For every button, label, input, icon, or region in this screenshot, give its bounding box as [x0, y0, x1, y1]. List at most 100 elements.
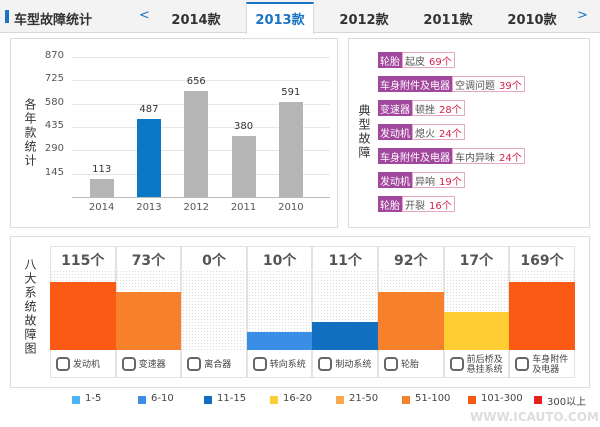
system-label: 制动系统 — [335, 360, 372, 370]
bar — [50, 282, 116, 350]
bar — [231, 135, 256, 197]
system-panel — [10, 236, 590, 388]
legend-label: 6-10 — [151, 393, 174, 404]
x-tick-label: 2014 — [88, 202, 115, 213]
legend-swatch — [534, 396, 542, 404]
fault-count: 19个 — [437, 172, 465, 188]
title-marker — [5, 10, 9, 23]
value-label: 591 — [281, 86, 301, 98]
system-icon — [187, 357, 202, 371]
active-tab-bg — [246, 2, 314, 34]
value-label: 10个 — [262, 253, 297, 269]
y-tick-label: 290 — [44, 143, 64, 155]
fault-count: 69个 — [427, 52, 455, 68]
fault-system: 变速器 — [378, 100, 412, 116]
value-label: 115个 — [61, 253, 105, 269]
fault-count: 39个 — [497, 76, 525, 92]
cell-border — [246, 246, 313, 378]
cell-border — [312, 246, 378, 378]
bar — [278, 101, 303, 197]
fault-part: 顿挫 — [412, 100, 437, 116]
tab[interactable]: 2010款 — [507, 13, 557, 28]
grid-line — [72, 80, 330, 82]
bar — [136, 118, 161, 197]
system-icon — [449, 357, 464, 371]
fault-part: 异响 — [412, 172, 437, 188]
legend-swatch — [336, 396, 344, 404]
year-panel — [10, 38, 338, 228]
legend-label: 51-100 — [415, 393, 451, 404]
legend-label: 300以上 — [547, 397, 587, 408]
watermark: WWW.ICAUTO.COM.CN — [470, 410, 600, 424]
value-label: 0个 — [202, 253, 226, 269]
prev-button[interactable]: < — [139, 8, 150, 23]
fault-system: 车身附件及电器 — [378, 148, 452, 164]
fault-part: 开裂 — [402, 196, 427, 212]
fault-count: 24个 — [497, 148, 525, 164]
bar — [509, 282, 575, 350]
legend-label: 1-5 — [85, 393, 102, 404]
cell-border — [181, 246, 247, 378]
bar — [246, 332, 313, 350]
bar — [89, 178, 114, 197]
fault-row: 车身附件及电器 车内异味 24个 — [378, 148, 525, 164]
tab[interactable]: 2012款 — [339, 13, 389, 28]
x-tick-label: 2011 — [230, 202, 257, 213]
next-button[interactable]: > — [577, 8, 588, 23]
system-label: 变速器 — [138, 360, 166, 370]
bar — [443, 312, 510, 350]
value-label: 487 — [139, 103, 159, 115]
system-label: 转向系统 — [269, 360, 306, 370]
system-label: 八大系统故障图 — [23, 258, 37, 356]
fault-count: 16个 — [427, 196, 455, 212]
legend-swatch — [204, 396, 212, 404]
bar — [184, 91, 209, 197]
value-label: 92个 — [394, 253, 428, 269]
axis-line — [72, 197, 330, 198]
fault-count: 24个 — [437, 124, 465, 140]
tab[interactable]: 2014款 — [171, 13, 221, 28]
legend-swatch — [402, 396, 410, 404]
bar — [378, 292, 444, 350]
x-tick-label: 2010 — [278, 202, 304, 213]
x-tick-label: 2012 — [183, 202, 209, 213]
legend-swatch — [468, 396, 476, 404]
value-label: 11个 — [328, 253, 362, 269]
y-axis-label: 各年款统计 — [23, 98, 37, 168]
fault-system: 轮胎 — [378, 52, 402, 68]
tab[interactable]: 2011款 — [423, 13, 473, 28]
legend-label: 16-20 — [283, 393, 313, 404]
system-icon — [384, 357, 398, 371]
fault-system: 发动机 — [378, 124, 412, 140]
value-label: 169个 — [520, 253, 564, 269]
legend-swatch — [138, 396, 146, 404]
tab[interactable]: 2013款 — [255, 13, 305, 28]
value-label: 73个 — [131, 253, 166, 269]
fault-label: 典型故障 — [357, 104, 371, 160]
system-label: 前后桥及悬挂系统 — [466, 355, 503, 375]
fault-part: 熄火 — [412, 124, 437, 140]
fault-row: 轮胎 起皮 69个 — [378, 52, 455, 68]
y-tick-label: 870 — [44, 50, 64, 61]
fault-part: 车内异味 — [452, 148, 497, 164]
fault-system: 车身附件及电器 — [378, 76, 452, 92]
system-label: 发动机 — [73, 360, 101, 370]
grid-line — [72, 57, 330, 58]
system-label: 轮胎 — [401, 360, 420, 370]
system-label: 离合器 — [204, 360, 232, 370]
value-label: 380 — [234, 120, 254, 132]
fault-count: 28个 — [437, 100, 465, 116]
legend-label: 11-15 — [217, 393, 247, 404]
y-tick-label: 145 — [44, 166, 64, 178]
fault-row: 车身附件及电器 空调问题 39个 — [378, 76, 525, 92]
system-icon — [121, 357, 136, 371]
fault-part: 空调问题 — [452, 76, 497, 92]
system-icon — [56, 357, 70, 371]
system-label: 车身附件及电器 — [532, 355, 569, 375]
y-tick-label: 580 — [44, 96, 64, 108]
fault-part: 起皮 — [402, 52, 427, 68]
fault-row: 发动机 异响 19个 — [378, 172, 465, 188]
bar — [312, 322, 378, 350]
legend-label: 101-300 — [481, 393, 523, 404]
